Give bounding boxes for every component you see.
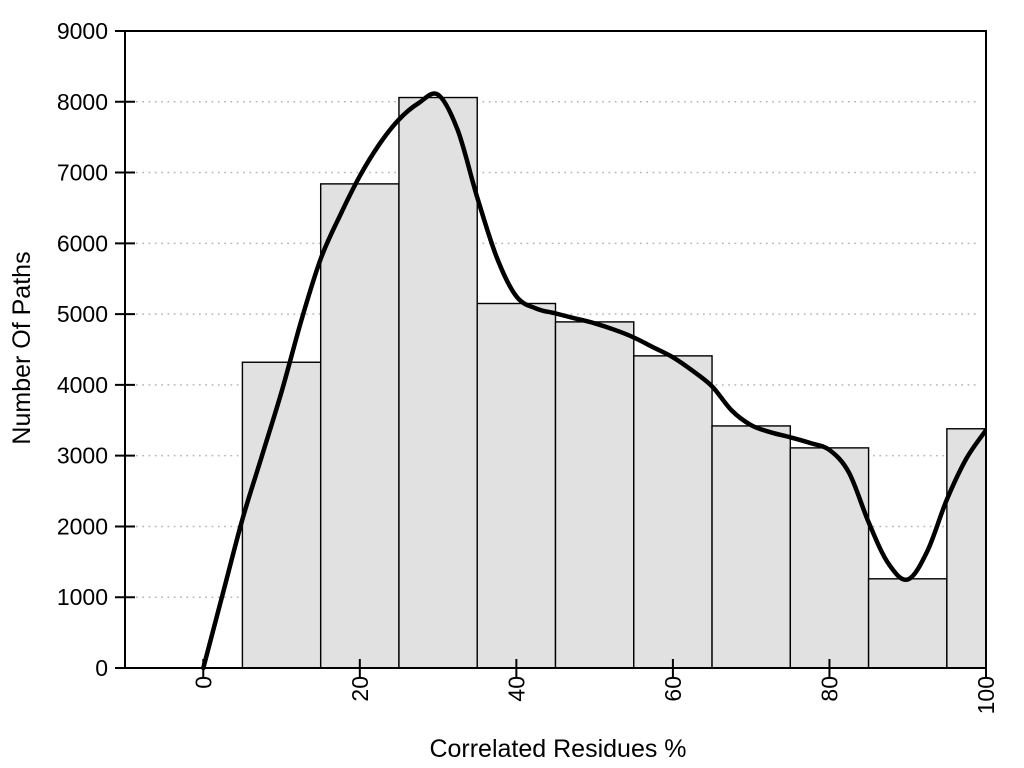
x-tick-label-60: 60 xyxy=(660,676,686,702)
histogram-bar-35-45 xyxy=(476,302,557,669)
x-tick-label-40: 40 xyxy=(503,676,529,702)
y-tick-label-6000: 6000 xyxy=(57,230,108,256)
histogram-bar-55-65 xyxy=(633,355,713,669)
histogram-bar-15-25 xyxy=(319,183,400,669)
histogram-bar-95-100 xyxy=(946,428,987,669)
y-tick-label-0: 0 xyxy=(95,655,108,681)
histogram-bar-5-15 xyxy=(241,361,322,669)
density-curve xyxy=(201,91,986,671)
x-axis-title: Correlated Residues % xyxy=(429,735,686,763)
y-tick-label-9000: 9000 xyxy=(57,18,108,44)
y-tick-label-1000: 1000 xyxy=(57,584,108,610)
x-tick-label-80: 80 xyxy=(816,676,842,702)
plot-border xyxy=(124,30,987,669)
y-tick-label-3000: 3000 xyxy=(57,443,108,469)
histogram-bar-65-75 xyxy=(711,425,792,669)
y-tick-label-2000: 2000 xyxy=(57,513,108,539)
x-tick-label-100: 100 xyxy=(973,676,999,714)
y-tick-label-8000: 8000 xyxy=(57,89,108,115)
histogram-bar-75-85 xyxy=(789,447,870,669)
y-tick-label-4000: 4000 xyxy=(57,372,108,398)
curve-layer xyxy=(201,91,986,671)
histogram-bar-45-55 xyxy=(554,321,635,669)
tick-labels-layer: 0 1000 2000 3000 4000 5000 6000 7000 8000 9000 0 20… xyxy=(57,18,999,714)
y-axis-title: Number Of Paths xyxy=(8,251,36,444)
y-tick-label-5000: 5000 xyxy=(57,301,108,327)
histogram-bar-25-35 xyxy=(398,96,478,669)
y-tick-label-7000: 7000 xyxy=(57,160,108,186)
x-tick-label-0: 0 xyxy=(190,676,216,689)
x-tick-label-20: 20 xyxy=(347,676,373,702)
histogram-bar-85-95 xyxy=(867,578,948,669)
